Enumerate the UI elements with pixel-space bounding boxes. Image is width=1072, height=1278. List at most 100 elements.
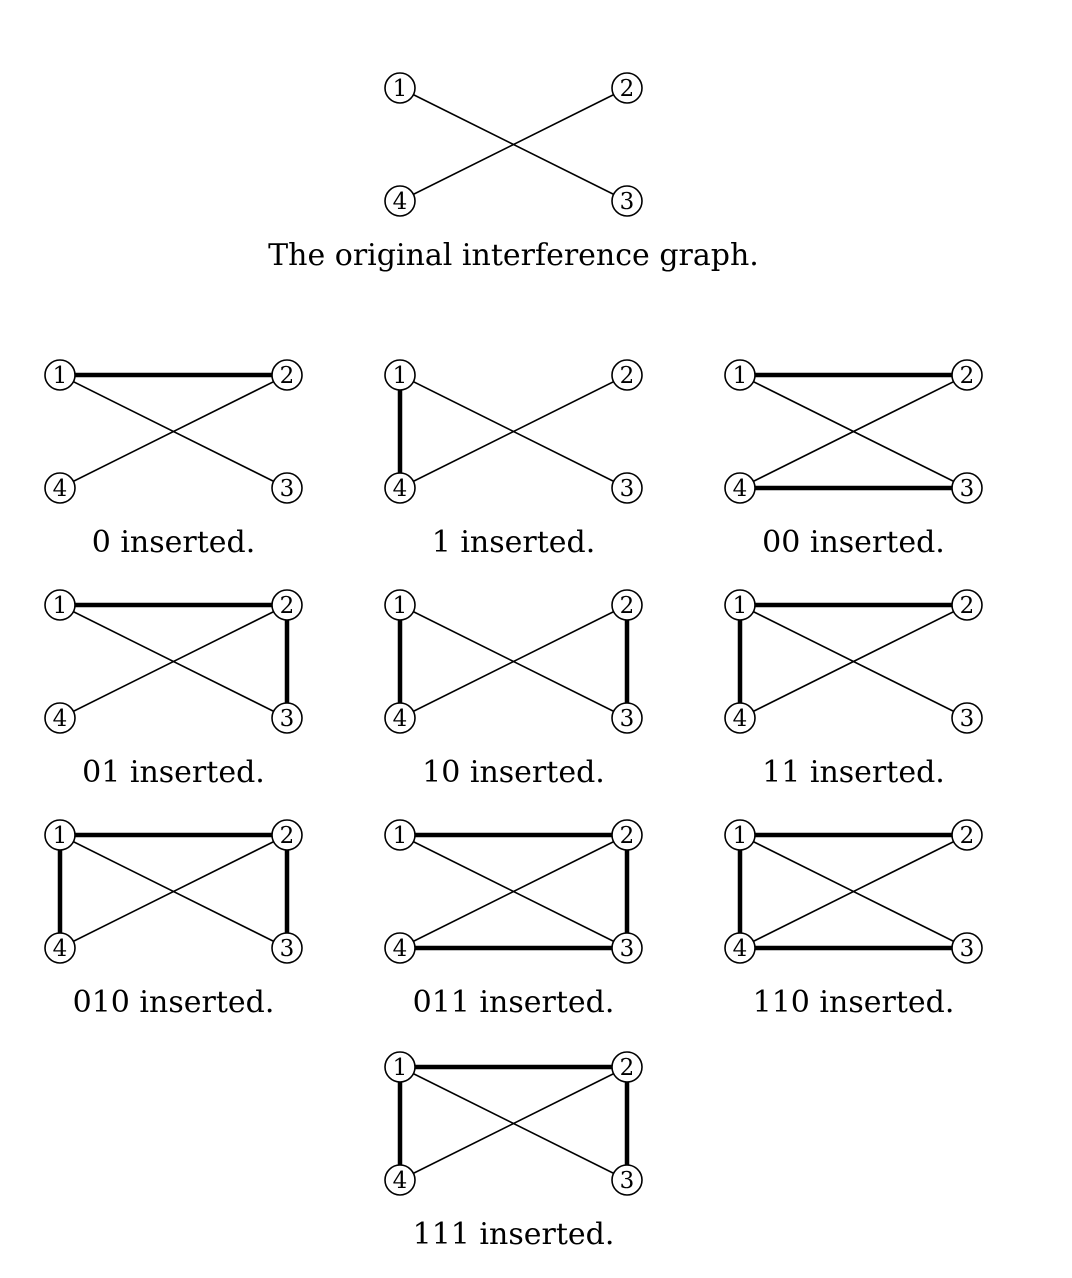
node-label: 4 xyxy=(393,936,408,962)
node-label: 2 xyxy=(280,363,295,389)
node-label: 2 xyxy=(620,593,635,619)
node-2: 2 xyxy=(611,589,643,621)
node-label: 4 xyxy=(393,476,408,502)
node-label: 3 xyxy=(280,476,295,502)
node-circle xyxy=(384,359,416,391)
node-label: 2 xyxy=(620,363,635,389)
node-label: 1 xyxy=(393,823,408,849)
graph-caption: 1 inserted. xyxy=(432,525,596,560)
node-4: 4 xyxy=(44,472,76,504)
node-3: 3 xyxy=(951,472,983,504)
node-label: 4 xyxy=(733,706,748,732)
node-3: 3 xyxy=(611,185,643,217)
node-circle xyxy=(384,472,416,504)
node-2: 2 xyxy=(951,819,983,851)
node-circle xyxy=(611,185,643,217)
node-label: 1 xyxy=(53,823,68,849)
node-circle xyxy=(724,589,756,621)
node-label: 4 xyxy=(733,936,748,962)
node-label: 1 xyxy=(393,76,408,102)
node-label: 4 xyxy=(393,1168,408,1194)
node-circle xyxy=(611,72,643,104)
node-circle xyxy=(611,472,643,504)
node-circle xyxy=(951,819,983,851)
node-1: 1 xyxy=(384,359,416,391)
node-circle xyxy=(724,472,756,504)
node-4: 4 xyxy=(724,472,756,504)
node-circle xyxy=(44,359,76,391)
node-3: 3 xyxy=(611,932,643,964)
node-circle xyxy=(384,702,416,734)
node-circle xyxy=(611,1164,643,1196)
node-circle xyxy=(951,932,983,964)
node-1: 1 xyxy=(44,819,76,851)
node-4: 4 xyxy=(384,472,416,504)
thin-edge-2-4 xyxy=(59,374,288,489)
node-2: 2 xyxy=(611,72,643,104)
node-label: 4 xyxy=(733,476,748,502)
node-4: 4 xyxy=(724,932,756,964)
thin-edge-2-4 xyxy=(739,834,968,949)
node-label: 3 xyxy=(960,476,975,502)
node-2: 2 xyxy=(271,819,303,851)
node-label: 2 xyxy=(960,363,975,389)
thin-edge-2-4 xyxy=(739,374,968,489)
node-1: 1 xyxy=(384,1051,416,1083)
node-label: 3 xyxy=(620,1168,635,1194)
node-1: 1 xyxy=(724,589,756,621)
node-2: 2 xyxy=(611,359,643,391)
node-4: 4 xyxy=(384,1164,416,1196)
node-2: 2 xyxy=(611,819,643,851)
graph-caption: 0 inserted. xyxy=(92,525,256,560)
node-circle xyxy=(951,359,983,391)
node-2: 2 xyxy=(611,1051,643,1083)
node-3: 3 xyxy=(271,472,303,504)
node-circle xyxy=(724,359,756,391)
node-label: 2 xyxy=(620,823,635,849)
node-label: 3 xyxy=(960,706,975,732)
node-label: 1 xyxy=(53,363,68,389)
variant-graph-2: 1 2 3 4 00 inserted. xyxy=(724,359,983,560)
thin-edge-2-4 xyxy=(399,604,628,719)
node-3: 3 xyxy=(611,702,643,734)
node-label: 4 xyxy=(53,476,68,502)
node-label: 3 xyxy=(620,476,635,502)
node-circle xyxy=(384,1051,416,1083)
node-circle xyxy=(44,819,76,851)
node-3: 3 xyxy=(271,932,303,964)
node-circle xyxy=(271,589,303,621)
node-1: 1 xyxy=(44,359,76,391)
node-circle xyxy=(384,1164,416,1196)
node-1: 1 xyxy=(724,359,756,391)
node-2: 2 xyxy=(951,589,983,621)
node-circle xyxy=(611,819,643,851)
original-graph: 1 2 3 4 The original interference graph. xyxy=(268,72,759,273)
variant-graph-4: 1 2 3 4 10 inserted. xyxy=(384,589,643,790)
node-4: 4 xyxy=(384,185,416,217)
node-circle xyxy=(44,702,76,734)
thin-edge-2-4 xyxy=(399,834,628,949)
node-1: 1 xyxy=(384,589,416,621)
node-circle xyxy=(951,589,983,621)
node-label: 4 xyxy=(53,706,68,732)
node-label: 2 xyxy=(280,593,295,619)
node-label: 1 xyxy=(733,823,748,849)
node-circle xyxy=(44,472,76,504)
node-1: 1 xyxy=(384,72,416,104)
node-3: 3 xyxy=(951,932,983,964)
node-label: 4 xyxy=(53,936,68,962)
node-circle xyxy=(611,702,643,734)
graph-caption: 10 inserted. xyxy=(422,755,605,790)
node-label: 3 xyxy=(620,189,635,215)
node-label: 1 xyxy=(733,593,748,619)
node-circle xyxy=(951,472,983,504)
thin-edge-2-4 xyxy=(399,1066,628,1181)
node-circle xyxy=(611,932,643,964)
graph-caption: The original interference graph. xyxy=(268,238,759,273)
node-label: 2 xyxy=(620,1055,635,1081)
node-label: 2 xyxy=(960,593,975,619)
